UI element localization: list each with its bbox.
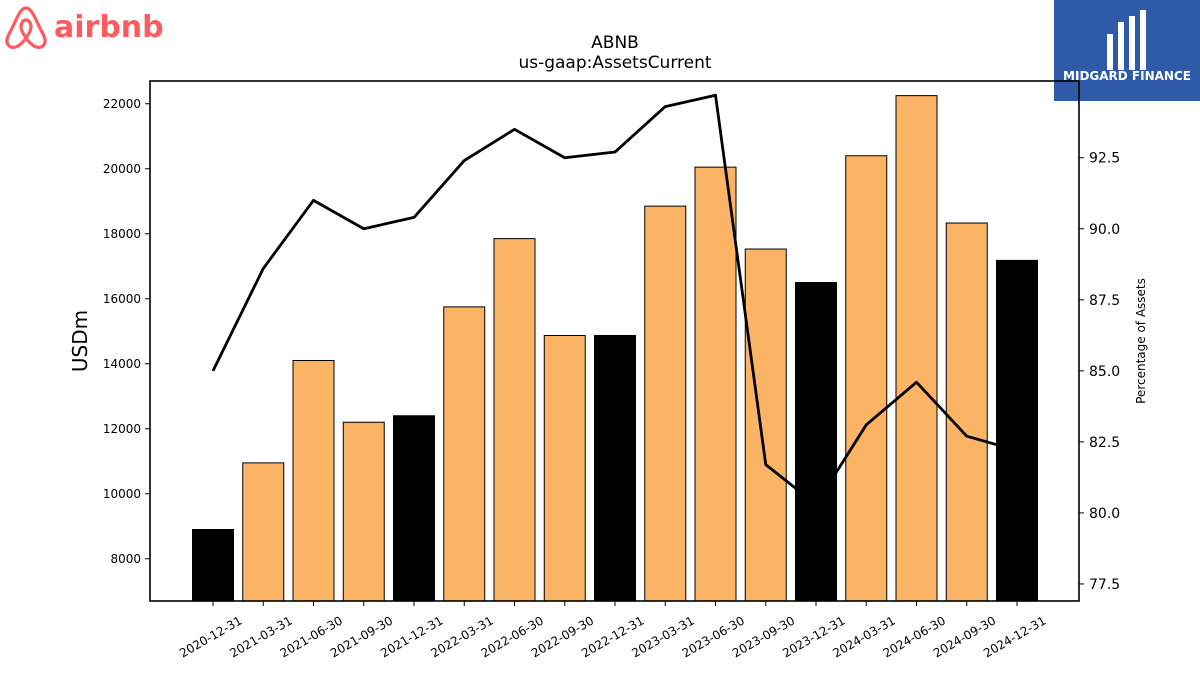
y-tick-label-14000: 14000 [103, 357, 141, 371]
y2-tick-label-85.0: 85.0 [1089, 364, 1120, 380]
axes-layer: 8000 10000 12000 14000 16000 18000 20000 22000 7… [103, 97, 1120, 661]
airbnb-logo: airbnb [5, 6, 164, 49]
bar-2022-06-30 [493, 238, 536, 602]
bar-2021-12-31 [393, 415, 435, 602]
midgard-logo-background [1054, 0, 1200, 101]
bar-2021-03-31 [242, 462, 285, 602]
midgard-m-icon [1107, 10, 1146, 70]
percentage-line [211, 93, 1018, 506]
bar-2023-06-30 [694, 166, 737, 602]
bar-2024-03-31 [845, 155, 888, 602]
y2-tick-label-80.0: 80.0 [1089, 506, 1120, 522]
y-tick-label-20000: 20000 [103, 162, 141, 176]
midgard-logo: MIDGARD FINANCE [1054, 0, 1200, 101]
line-layer [211, 93, 1018, 506]
bar-2024-12-31 [996, 259, 1038, 602]
chart-title: ABNB [591, 33, 639, 53]
y-tick-label-18000: 18000 [103, 227, 141, 241]
y2-axis-label: Percentage of Assets [1134, 278, 1148, 404]
bar-2020-12-31 [192, 529, 234, 602]
bar-2021-06-30 [292, 360, 335, 602]
midgard-wordmark: MIDGARD FINANCE [1063, 69, 1191, 83]
bar-2021-09-30 [342, 421, 385, 602]
y-tick-label-16000: 16000 [103, 292, 141, 306]
plot-frame [149, 80, 1080, 602]
bar-2022-09-30 [543, 334, 586, 602]
airbnb-wordmark: airbnb [54, 10, 164, 45]
y-tick-label-10000: 10000 [103, 487, 141, 501]
y-tick-label-8000: 8000 [110, 552, 141, 566]
y-tick-label-12000: 12000 [103, 422, 141, 436]
chart-subtitle: us-gaap:AssetsCurrent [518, 53, 711, 73]
bars-layer [192, 95, 1038, 602]
y2-tick-label-87.5: 87.5 [1089, 293, 1120, 309]
y2-tick-label-77.5: 77.5 [1089, 577, 1120, 593]
y2-tick-label-90.0: 90.0 [1089, 222, 1120, 238]
y-axis-label: USDm [68, 310, 92, 372]
bar-2023-09-30 [744, 248, 787, 602]
y-tick-label-22000: 22000 [103, 97, 141, 111]
bar-2022-03-31 [443, 306, 486, 602]
y2-tick-label-82.5: 82.5 [1089, 435, 1120, 451]
bar-2022-12-31 [594, 334, 636, 602]
bar-2023-03-31 [644, 205, 687, 602]
y2-tick-label-92.5: 92.5 [1089, 151, 1120, 167]
bar-2024-09-30 [945, 222, 988, 602]
airbnb-symbol-icon [5, 6, 47, 49]
bar-2024-06-30 [895, 95, 938, 602]
bar-2023-12-31 [795, 282, 837, 602]
